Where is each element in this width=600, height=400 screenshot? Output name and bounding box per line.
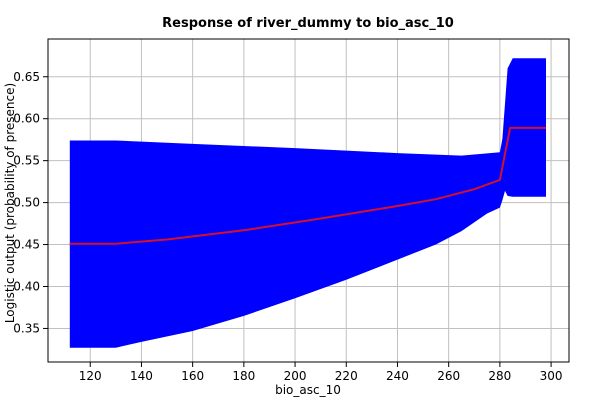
- chart-title: Response of river_dummy to bio_asc_10: [162, 16, 454, 31]
- x-tick-label: 260: [437, 369, 460, 383]
- x-tick-label: 200: [284, 369, 307, 383]
- response-band: [69, 58, 547, 348]
- x-tick-label: 300: [540, 369, 563, 383]
- y-axis-label: Logistic output (probability of presence…: [3, 83, 17, 323]
- y-tick-label: 0.55: [13, 154, 40, 168]
- tick-layer: 120 140 160 180 200 220 240 260 280 300 0.35 0.40 0.…: [13, 70, 562, 383]
- x-axis-label: bio_asc_10: [275, 383, 341, 397]
- y-tick-label: 0.60: [13, 112, 40, 126]
- y-tick-label: 0.35: [13, 321, 40, 335]
- x-tick-label: 120: [79, 369, 102, 383]
- x-tick-label: 220: [335, 369, 358, 383]
- y-tick-label: 0.50: [13, 196, 40, 210]
- x-tick-label: 140: [130, 369, 153, 383]
- x-tick-label: 280: [488, 369, 511, 383]
- plot-frame: [47, 38, 570, 363]
- y-tick-label: 0.65: [13, 70, 40, 84]
- plot-layer: [69, 58, 547, 348]
- x-tick-label: 240: [386, 369, 409, 383]
- y-tick-label: 0.40: [13, 279, 40, 293]
- x-tick-label: 160: [181, 369, 204, 383]
- mean-response-line: [69, 126, 546, 245]
- y-tick-label: 0.45: [13, 238, 40, 252]
- x-tick-label: 180: [232, 369, 255, 383]
